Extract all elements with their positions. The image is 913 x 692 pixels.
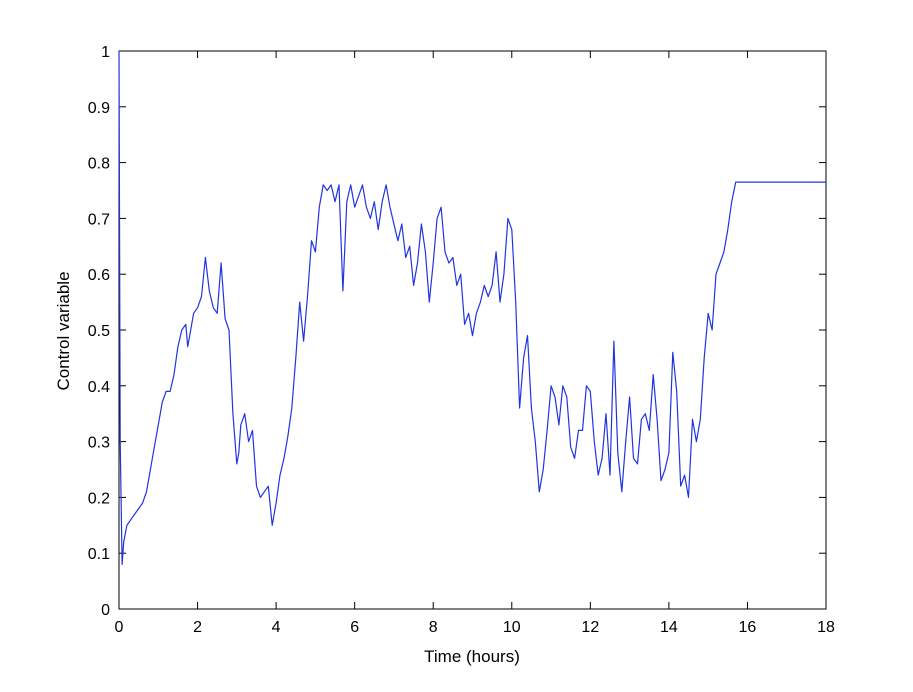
x-tick-label: 8	[429, 619, 438, 636]
x-tick-label: 14	[660, 619, 678, 636]
y-tick-label: 0.3	[88, 435, 110, 452]
y-tick-label: 1	[101, 44, 110, 61]
x-tick-label: 10	[503, 619, 521, 636]
x-tick-label: 0	[115, 619, 124, 636]
series-line-0	[118, 50, 826, 566]
x-tick-label: 6	[350, 619, 359, 636]
series-layer	[118, 50, 826, 566]
y-axis: 0 0.1 0.2 0.3 0.4 0.5 0.6 0.7 0.8 0.9 1	[88, 44, 826, 619]
y-tick-label: 0.8	[88, 156, 110, 173]
y-tick-label: 0.9	[88, 100, 110, 117]
y-axis-label: Control variable	[54, 271, 73, 390]
x-tick-label: 16	[739, 619, 757, 636]
y-tick-label: 0.2	[88, 490, 110, 507]
y-tick-label: 0.5	[88, 323, 110, 340]
x-tick-label: 18	[817, 619, 835, 636]
y-tick-label: 0.1	[88, 546, 110, 563]
y-tick-label: 0.4	[88, 379, 110, 396]
x-tick-label: 4	[272, 619, 281, 636]
x-axis: 0 2 4 6 8 10 12 14 16 18	[115, 51, 835, 636]
x-tick-label: 2	[193, 619, 202, 636]
y-tick-label: 0.6	[88, 267, 110, 284]
x-tick-label: 12	[581, 619, 599, 636]
x-axis-label: Time (hours)	[424, 647, 520, 666]
y-tick-label: 0.7	[88, 211, 110, 228]
y-tick-label: 0	[101, 602, 110, 619]
